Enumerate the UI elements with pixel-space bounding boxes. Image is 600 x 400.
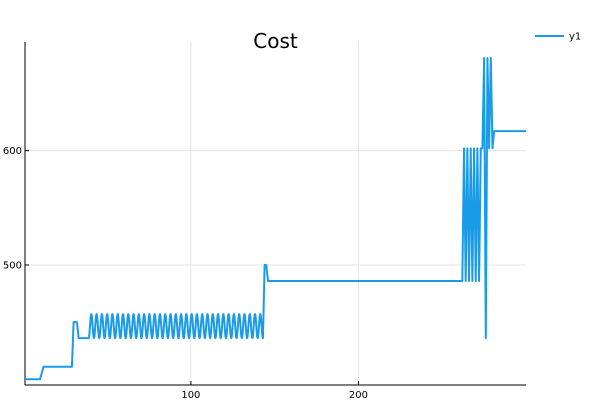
- chart-title: Cost: [253, 29, 298, 53]
- x-tick-label-1: 200: [349, 390, 368, 400]
- x-tick-label-0: 100: [181, 390, 200, 400]
- y-tick-label-0: 500: [3, 260, 22, 271]
- y-tick-label-1: 600: [3, 146, 22, 157]
- legend: y1: [535, 32, 581, 43]
- series-lines: [25, 57, 526, 381]
- series-line-y1: [25, 57, 526, 381]
- legend-label-y1: y1: [569, 32, 581, 43]
- tick-labels: 100 200 500 600: [3, 146, 368, 400]
- axes: [24, 42, 526, 386]
